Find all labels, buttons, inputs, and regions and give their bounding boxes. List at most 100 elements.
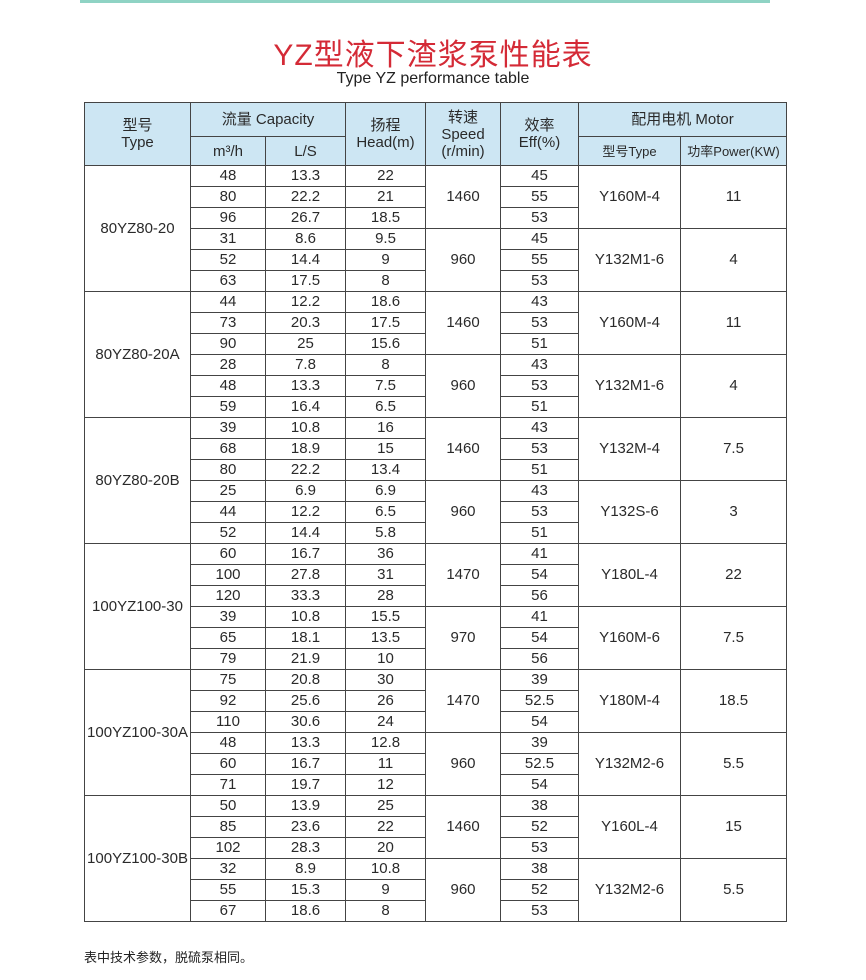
capacity-ls-cell: 13.3 bbox=[265, 732, 346, 754]
motor-type-cell: Y160L-4 bbox=[578, 795, 681, 859]
capacity-m3h-cell: 67 bbox=[190, 900, 266, 922]
eff-cell: 53 bbox=[500, 438, 579, 460]
capacity-m3h-cell: 60 bbox=[190, 753, 266, 775]
eff-cell: 39 bbox=[500, 669, 579, 691]
motor-power-cell: 4 bbox=[679, 228, 788, 292]
page-subtitle: Type YZ performance table bbox=[336, 70, 530, 87]
head-cell: 17.5 bbox=[345, 312, 426, 334]
table-row: 110 30.6 24 54 bbox=[85, 711, 787, 733]
motor-power-cell: 4 bbox=[679, 354, 788, 418]
eff-cell: 45 bbox=[500, 165, 579, 187]
head-cell: 6.5 bbox=[345, 501, 426, 523]
table-row: 100YZ100-30 60 16.7 36 1470 41 Y180L-4 22 bbox=[84, 543, 788, 670]
capacity-m3h-cell: 39 bbox=[190, 417, 266, 439]
capacity-ls-cell: 14.4 bbox=[265, 522, 346, 544]
motor-power-cell: 11 bbox=[679, 165, 788, 229]
table-row: 100 27.8 31 54 bbox=[85, 564, 787, 586]
model-cell: 100YZ100-30 bbox=[84, 543, 191, 670]
head-cell: 36 bbox=[345, 543, 426, 565]
capacity-m3h-cell: 44 bbox=[190, 501, 266, 523]
capacity-ls-cell: 10.8 bbox=[265, 606, 346, 628]
model-cell: 100YZ100-30A bbox=[84, 669, 191, 796]
top-divider bbox=[80, 0, 770, 3]
head-cell: 8 bbox=[345, 354, 426, 376]
table-row: 120 33.3 28 56 bbox=[85, 585, 787, 607]
head-cell: 11 bbox=[345, 753, 426, 775]
speed-cell: 960 bbox=[425, 480, 501, 544]
capacity-ls-cell: 13.3 bbox=[265, 165, 346, 187]
table-row: 85 23.6 22 52 bbox=[85, 816, 787, 838]
motor-type-cell: Y160M-4 bbox=[578, 165, 681, 229]
capacity-ls-cell: 18.9 bbox=[265, 438, 346, 460]
table-row: 92 25.6 26 52.5 bbox=[85, 690, 787, 712]
capacity-m3h-cell: 120 bbox=[190, 585, 266, 607]
capacity-m3h-cell: 85 bbox=[190, 816, 266, 838]
head-cell: 9 bbox=[345, 879, 426, 901]
table-row: 60 16.7 11 52.5 bbox=[85, 753, 787, 775]
capacity-ls-cell: 8.6 bbox=[265, 228, 346, 250]
eff-cell: 53 bbox=[500, 312, 579, 334]
eff-cell: 52 bbox=[500, 816, 579, 838]
head-cell: 10 bbox=[345, 648, 426, 670]
eff-cell: 55 bbox=[500, 186, 579, 208]
capacity-ls-cell: 16.7 bbox=[265, 543, 346, 565]
table-row: 80YZ80-20 48 13.3 22 1460 45 Y160M-4 11 bbox=[84, 165, 788, 292]
motor-type-cell: Y132M1-6 bbox=[578, 228, 681, 292]
footnote: 表中技术参数，脱硫泵相同。 bbox=[84, 950, 254, 965]
capacity-m3h-cell: 110 bbox=[190, 711, 266, 733]
capacity-ls-cell: 25 bbox=[265, 333, 346, 355]
capacity-m3h-cell: 32 bbox=[190, 858, 266, 880]
eff-cell: 54 bbox=[500, 627, 579, 649]
eff-cell: 38 bbox=[500, 858, 579, 880]
eff-cell: 53 bbox=[500, 207, 579, 229]
header-motor: 配用电机 Motor bbox=[577, 102, 788, 137]
eff-cell: 56 bbox=[500, 648, 579, 670]
capacity-ls-cell: 22.2 bbox=[265, 459, 346, 481]
head-cell: 15.6 bbox=[345, 333, 426, 355]
head-cell: 13.5 bbox=[345, 627, 426, 649]
head-cell: 6.9 bbox=[345, 480, 426, 502]
capacity-m3h-cell: 75 bbox=[190, 669, 266, 691]
capacity-ls-cell: 16.4 bbox=[265, 396, 346, 418]
table-row: 59 16.4 6.5 51 bbox=[85, 396, 787, 418]
header-ls: L/S bbox=[265, 136, 346, 166]
head-cell: 30 bbox=[345, 669, 426, 691]
capacity-m3h-cell: 63 bbox=[190, 270, 266, 292]
motor-type-cell: Y160M-6 bbox=[578, 606, 681, 670]
capacity-m3h-cell: 90 bbox=[190, 333, 266, 355]
head-cell: 24 bbox=[345, 711, 426, 733]
eff-cell: 41 bbox=[500, 606, 579, 628]
capacity-ls-cell: 20.8 bbox=[265, 669, 346, 691]
capacity-m3h-cell: 80 bbox=[190, 459, 266, 481]
head-cell: 21 bbox=[345, 186, 426, 208]
capacity-m3h-cell: 55 bbox=[190, 879, 266, 901]
head-cell: 9 bbox=[345, 249, 426, 271]
capacity-m3h-cell: 39 bbox=[190, 606, 266, 628]
speed-cell: 960 bbox=[425, 228, 501, 292]
motor-type-cell: Y180M-4 bbox=[578, 669, 681, 733]
capacity-ls-cell: 25.6 bbox=[265, 690, 346, 712]
header-speed: 转速 Speed (r/min) bbox=[425, 102, 501, 166]
capacity-m3h-cell: 28 bbox=[190, 354, 266, 376]
table-row: 44 12.2 6.5 53 bbox=[85, 501, 787, 523]
capacity-m3h-cell: 52 bbox=[190, 249, 266, 271]
eff-cell: 54 bbox=[500, 564, 579, 586]
motor-type-cell: Y132S-6 bbox=[578, 480, 681, 544]
capacity-ls-cell: 18.6 bbox=[265, 900, 346, 922]
eff-cell: 43 bbox=[500, 354, 579, 376]
motor-type-cell: Y160M-4 bbox=[578, 291, 681, 355]
capacity-m3h-cell: 79 bbox=[190, 648, 266, 670]
head-cell: 8 bbox=[345, 900, 426, 922]
eff-cell: 39 bbox=[500, 732, 579, 754]
head-cell: 8 bbox=[345, 270, 426, 292]
capacity-m3h-cell: 48 bbox=[190, 375, 266, 397]
capacity-ls-cell: 15.3 bbox=[265, 879, 346, 901]
table-row: 67 18.6 8 53 bbox=[85, 900, 787, 922]
table-row: 73 20.3 17.5 53 bbox=[85, 312, 787, 334]
capacity-ls-cell: 6.9 bbox=[265, 480, 346, 502]
capacity-m3h-cell: 65 bbox=[190, 627, 266, 649]
capacity-m3h-cell: 48 bbox=[190, 165, 266, 187]
motor-power-cell: 18.5 bbox=[679, 669, 788, 733]
head-cell: 18.6 bbox=[345, 291, 426, 313]
capacity-ls-cell: 14.4 bbox=[265, 249, 346, 271]
